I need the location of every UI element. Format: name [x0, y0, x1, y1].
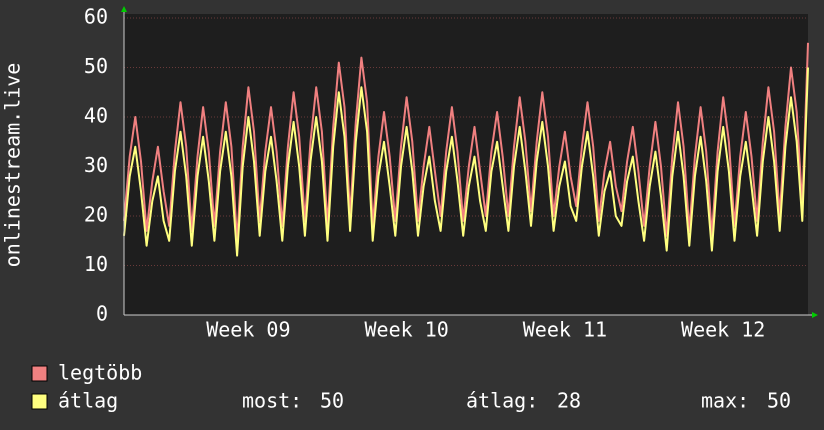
y-tick-label: 50	[84, 54, 108, 78]
y-tick-label: 60	[84, 5, 108, 29]
axis-arrow	[812, 312, 818, 318]
stat-value: 28	[557, 389, 581, 413]
x-tick-label: Week 12	[681, 318, 765, 342]
stat-value: 50	[767, 389, 791, 413]
axis-arrow	[121, 6, 127, 12]
stat-label: max:	[701, 389, 749, 413]
y-tick-label: 30	[84, 153, 108, 177]
x-tick-label: Week 09	[206, 318, 290, 342]
legend-swatch	[31, 365, 48, 382]
y-tick-label: 20	[84, 203, 108, 227]
x-tick-label: Week 10	[364, 318, 448, 342]
y-tick-label: 40	[84, 104, 108, 128]
plot-area	[124, 14, 808, 315]
series-line	[123, 67, 809, 257]
legend-swatch	[31, 393, 48, 410]
legend-label: átlag	[58, 389, 118, 413]
x-tick-label: Week 11	[523, 318, 607, 342]
stat-value: 50	[320, 389, 344, 413]
y-tick-label: 0	[96, 302, 108, 326]
legend-label: legtöbb	[58, 361, 142, 385]
y-tick-label: 10	[84, 252, 108, 276]
stat-label: most:	[242, 389, 302, 413]
y-axis-label: onlinestream.live	[1, 63, 25, 268]
stat-label: átlag:	[466, 389, 538, 413]
